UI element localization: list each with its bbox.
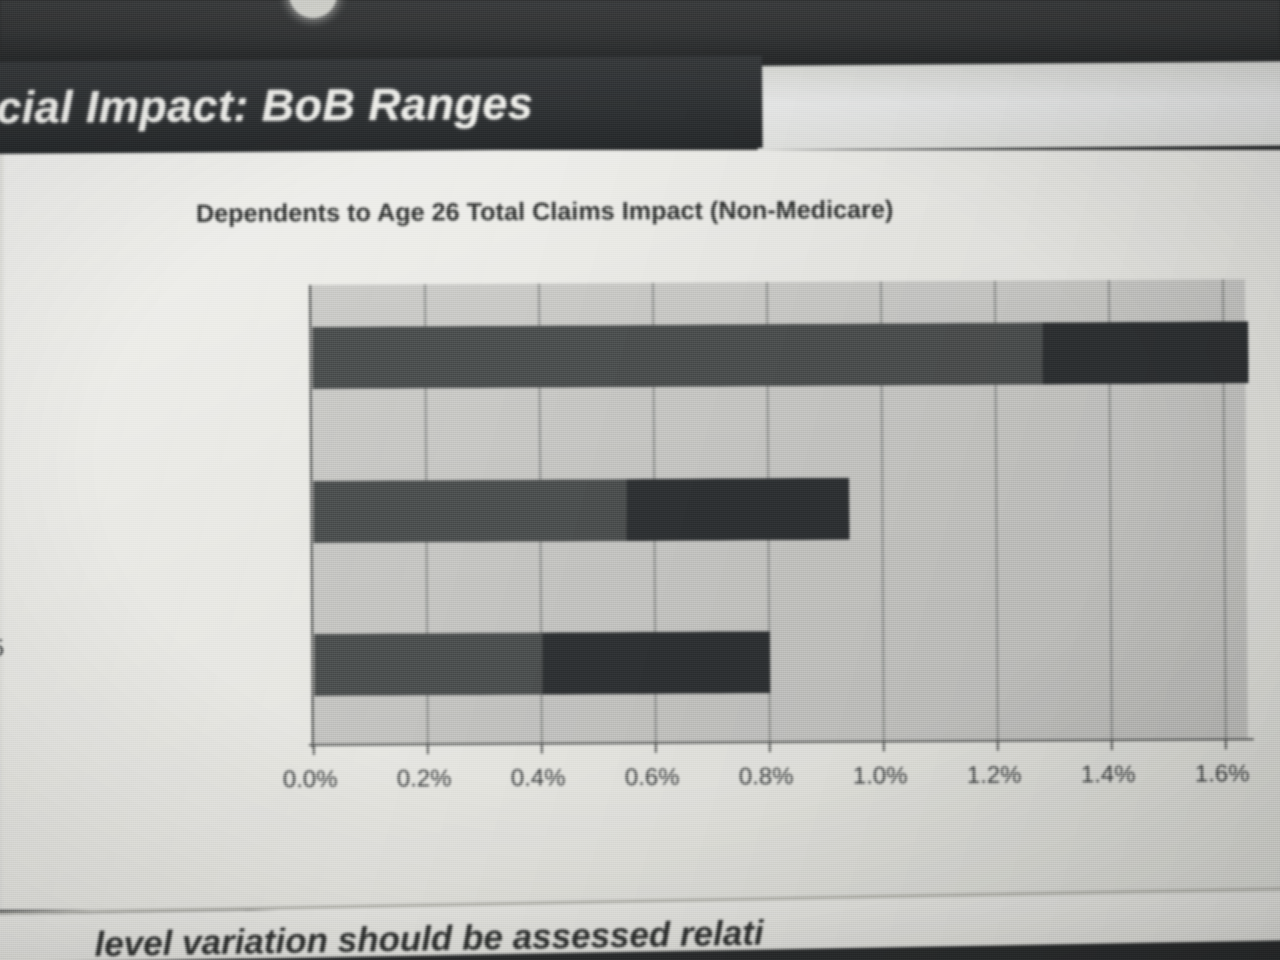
x-tick-label: 1.0% (852, 762, 908, 790)
x-tick-label: 0.8% (738, 763, 794, 791)
partial-glyph-icon (289, 0, 337, 18)
bottom-caption: level variation should be assessed relat… (94, 913, 764, 960)
x-tick-label: 0.4% (510, 764, 566, 792)
chart-plot (308, 279, 1254, 755)
bar-student-age-23 (313, 477, 850, 543)
slide-title: cial Impact: BoB Ranges (0, 77, 534, 133)
x-tick-label: 0.0% (282, 765, 338, 794)
x-tick-label: 0.2% (396, 765, 452, 793)
dark-backdrop (0, 0, 1280, 62)
bar-segment-lower (313, 479, 627, 543)
bar-segment-upper (1042, 321, 1249, 385)
slide-left-edge (0, 150, 4, 910)
x-tick-label: 1.4% (1080, 760, 1136, 789)
chart-title: Dependents to Age 26 Total Claims Impact… (196, 195, 894, 228)
x-axis-tick-labels: 0.0% 0.2% 0.4% 0.6% 0.8% 1.0% 1.2% 1.4% … (283, 744, 1280, 800)
plot-area (308, 279, 1254, 755)
title-banner: cial Impact: BoB Ranges (0, 55, 763, 154)
x-tick-label: 1.6% (1194, 760, 1250, 788)
banner-tail (757, 61, 1280, 150)
x-tick-label: 1.2% (966, 761, 1022, 789)
category-label: om Student Age 25 (0, 634, 5, 663)
bar-segment-lower (314, 632, 543, 696)
bar-child-aged-19 (312, 321, 1249, 389)
bar-segment-upper (626, 477, 850, 542)
bar-non-student-age-25 (314, 631, 771, 696)
bar-segment-lower (312, 322, 1043, 389)
x-tick-label: 0.6% (624, 763, 680, 792)
bar-segment-upper (542, 631, 771, 695)
